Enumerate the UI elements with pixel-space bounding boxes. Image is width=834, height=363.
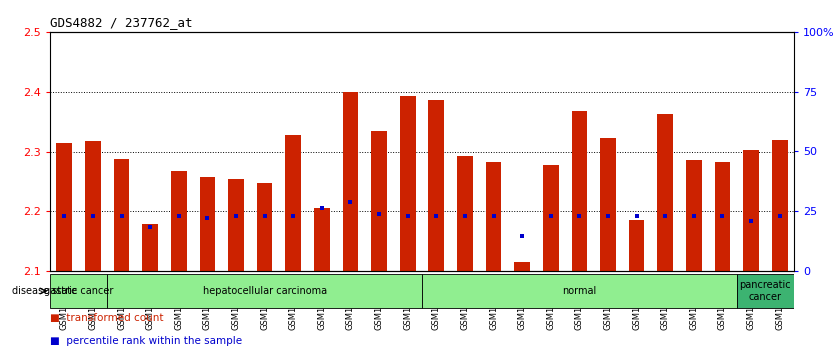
Text: normal: normal: [562, 286, 596, 296]
Bar: [199, 176, 215, 271]
Bar: [457, 156, 473, 271]
Bar: [657, 114, 673, 271]
Bar: [285, 135, 301, 271]
Bar: [343, 92, 359, 271]
Bar: [399, 96, 415, 271]
Bar: [771, 139, 787, 271]
Text: ■  percentile rank within the sample: ■ percentile rank within the sample: [50, 336, 242, 346]
Bar: [600, 138, 615, 271]
Bar: [429, 99, 445, 271]
Text: hepatocellular carcinoma: hepatocellular carcinoma: [203, 286, 327, 296]
Bar: [485, 162, 501, 271]
Bar: [108, 274, 422, 309]
Bar: [629, 220, 645, 271]
Bar: [85, 141, 101, 271]
Bar: [543, 165, 559, 271]
Bar: [229, 179, 244, 271]
Bar: [371, 131, 387, 271]
Bar: [686, 160, 701, 271]
Bar: [143, 224, 158, 271]
Bar: [113, 159, 129, 271]
Text: gastric cancer: gastric cancer: [44, 286, 113, 296]
Text: ■  transformed count: ■ transformed count: [50, 313, 163, 323]
Bar: [57, 143, 73, 271]
Bar: [50, 274, 108, 309]
Text: pancreatic
cancer: pancreatic cancer: [740, 280, 791, 302]
Text: disease state: disease state: [12, 286, 77, 296]
Bar: [171, 171, 187, 271]
Text: GDS4882 / 237762_at: GDS4882 / 237762_at: [50, 16, 193, 29]
Bar: [314, 208, 329, 271]
Bar: [515, 262, 530, 271]
Bar: [257, 183, 273, 271]
Bar: [422, 274, 736, 309]
Bar: [571, 111, 587, 271]
Bar: [715, 162, 731, 271]
Bar: [743, 150, 759, 271]
Bar: [736, 274, 794, 309]
